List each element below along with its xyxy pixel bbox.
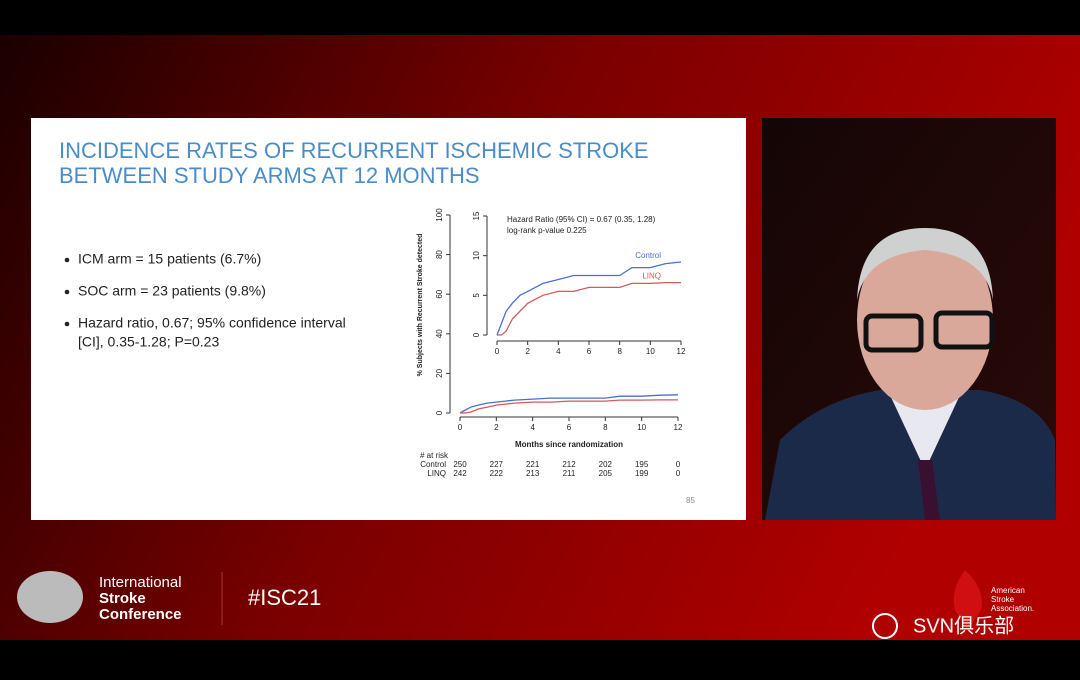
x-tick-label: 8 (617, 347, 622, 356)
x-tick-label: 8 (603, 423, 608, 432)
watermark: SVN俱乐部 (913, 614, 1014, 637)
x-tick-label: 10 (637, 423, 646, 432)
brand-text: Stroke (99, 590, 146, 607)
series-line (497, 281, 681, 336)
series-label: LINQ (642, 272, 661, 281)
person-shirt (890, 395, 960, 470)
series-line (459, 394, 679, 414)
x-tick-label: 0 (495, 347, 500, 356)
x-tick-label: 12 (677, 347, 686, 356)
y-tick-label: 60 (435, 289, 444, 298)
x-tick-label: 4 (556, 347, 561, 356)
bullet-dot (64, 257, 70, 263)
x-tick-label: 4 (530, 423, 535, 432)
x-tick-label: 6 (567, 423, 572, 432)
person-face (857, 230, 993, 410)
x-tick-label: 0 (458, 423, 463, 432)
chart: 0 2 4 6 8 10 12 0 20 40 60 80 100 0 2 4 6 8 10 12 0 5 10 15 Mont… (417, 208, 686, 478)
y-tick-label: 5 (472, 293, 481, 298)
risk-value: 0 (676, 469, 681, 478)
bullet-text: Hazard ratio, 0.67; 95% confidence inter… (78, 315, 346, 331)
x-tick-label: 12 (674, 423, 683, 432)
person-hair (857, 228, 993, 300)
x-axis-label: Months since randomization (515, 440, 623, 449)
person-suit (765, 390, 1056, 520)
x-tick-label: 6 (587, 347, 592, 356)
risk-value: 211 (563, 469, 576, 478)
risk-value: 222 (490, 469, 504, 478)
association-text: Stroke (991, 595, 1015, 604)
y-tick-label: 100 (435, 208, 444, 222)
series-line (496, 261, 682, 336)
series-label: Control (635, 251, 661, 260)
risk-value: 227 (490, 460, 504, 469)
y-tick-label: 0 (435, 410, 444, 415)
risk-title: # at risk (420, 451, 449, 460)
page-number: 85 (686, 496, 695, 505)
y-tick-label: 10 (472, 251, 481, 260)
brand-text: Conference (99, 606, 182, 623)
association-logo (953, 570, 982, 630)
risk-value: 205 (599, 469, 613, 478)
y-tick-label: 0 (472, 332, 481, 337)
x-tick-label: 10 (646, 347, 655, 356)
x-tick-label: 2 (525, 347, 530, 356)
y-axis-label: % Subjects with Recurrent Stroke detecte… (417, 234, 424, 377)
risk-value: 199 (635, 469, 649, 478)
person-tie (918, 460, 940, 520)
bullet-text: SOC arm = 23 patients (9.8%) (78, 283, 266, 299)
risk-value: 0 (676, 460, 681, 469)
risk-value: 242 (453, 469, 467, 478)
risk-value: 221 (526, 460, 540, 469)
association-text: Association. (991, 604, 1034, 613)
slide-title: BETWEEN STUDY ARMS AT 12 MONTHS (59, 163, 480, 188)
slide-title: INCIDENCE RATES OF RECURRENT ISCHEMIC ST… (59, 138, 649, 163)
bullet-dot (64, 289, 70, 295)
y-tick-label: 40 (435, 329, 444, 338)
risk-value: 212 (562, 460, 576, 469)
risk-value: 195 (635, 460, 649, 469)
y-tick-label: 80 (435, 250, 444, 259)
bullet-text: [CI], 0.35-1.28; P=0.23 (78, 334, 219, 350)
y-tick-label: 20 (435, 368, 444, 377)
brand-text: International (99, 574, 182, 591)
hashtag: #ISC21 (248, 585, 321, 610)
risk-value: 213 (526, 469, 540, 478)
series-line (460, 399, 678, 414)
bullet-dot (64, 321, 70, 327)
glasses (933, 310, 995, 350)
slide (31, 118, 746, 520)
risk-row-name: Control (420, 460, 446, 469)
annotation: Hazard Ratio (95% CI) = 0.67 (0.35, 1.28… (507, 215, 656, 224)
x-tick-label: 2 (494, 423, 499, 432)
annotation: log-rank p-value 0.225 (507, 226, 587, 235)
association-text: American (991, 586, 1025, 595)
bullet-list: ICM arm = 15 patients (6.7%) SOC arm = 23… (64, 251, 346, 350)
brain-logo (17, 571, 83, 623)
risk-value: 250 (453, 460, 467, 469)
risk-row-name: LINQ (427, 469, 446, 478)
glasses (863, 313, 924, 353)
y-tick-label: 15 (472, 211, 481, 220)
bullet-text: ICM arm = 15 patients (6.7%) (78, 251, 261, 267)
risk-value: 202 (599, 460, 613, 469)
wechat-icon (872, 613, 898, 639)
